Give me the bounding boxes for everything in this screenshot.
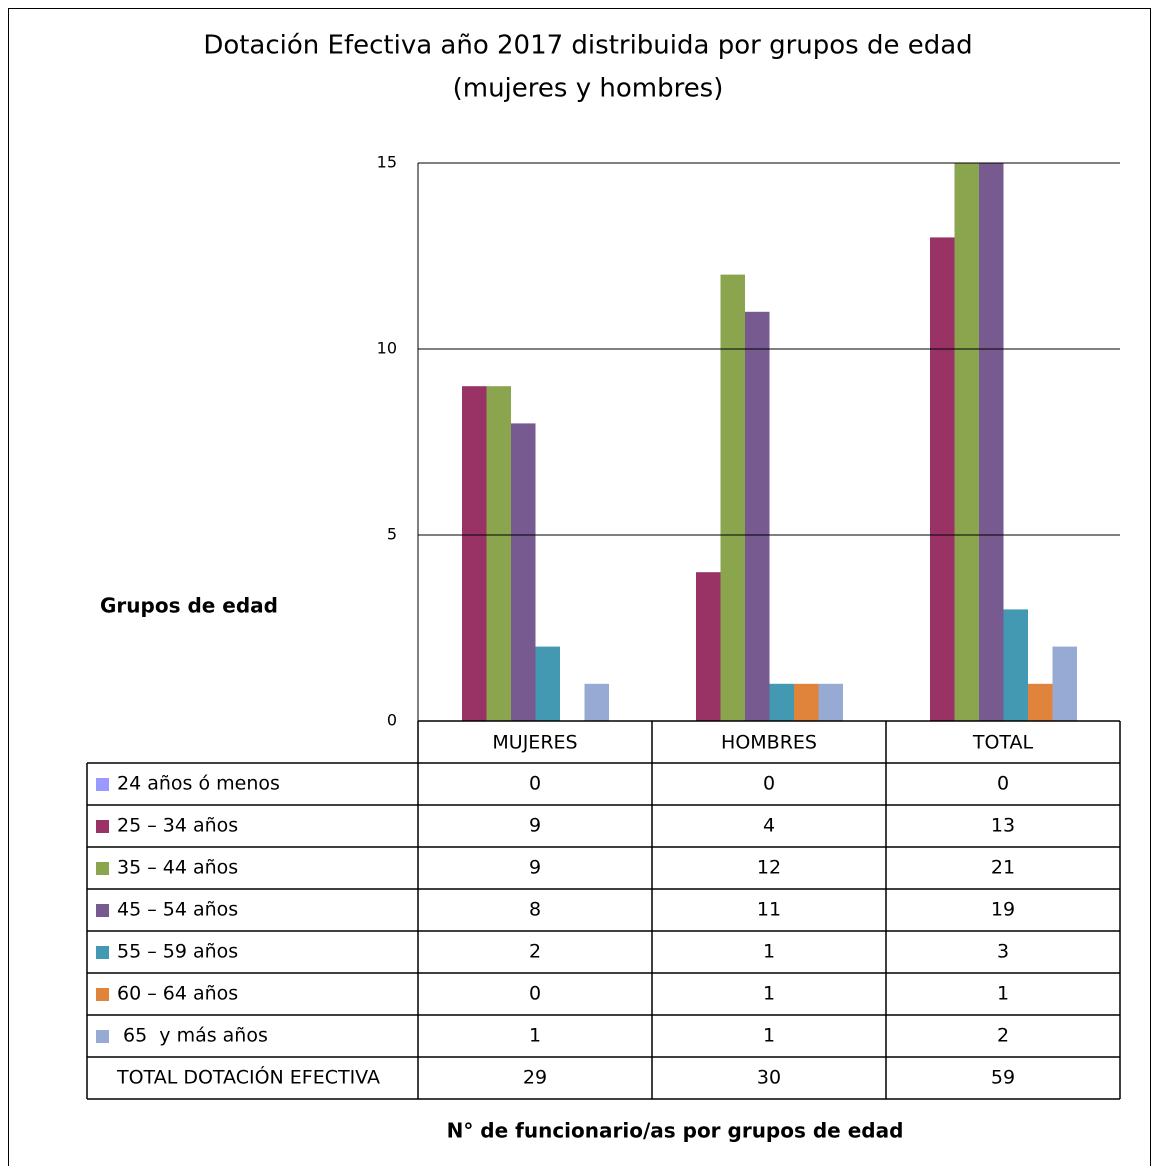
y-tick-label: 5 bbox=[387, 525, 397, 544]
table-cell: 1 bbox=[763, 983, 775, 1005]
legend-label: 25 – 34 años bbox=[117, 815, 238, 837]
legend-swatch bbox=[96, 1030, 109, 1043]
bar bbox=[462, 386, 487, 721]
table-cell: 21 bbox=[991, 857, 1015, 879]
bar bbox=[1028, 683, 1053, 721]
bar bbox=[720, 274, 745, 721]
frame bbox=[8, 8, 1151, 1166]
table-cell: 1 bbox=[529, 1025, 541, 1047]
x-tick-label: TOTAL bbox=[972, 732, 1034, 754]
bar bbox=[769, 683, 794, 721]
table-cell: 9 bbox=[529, 815, 541, 837]
legend-label: 45 – 54 años bbox=[117, 899, 238, 921]
legend-label: 60 – 64 años bbox=[117, 983, 238, 1005]
y-tick-label: 0 bbox=[387, 711, 397, 730]
bar bbox=[818, 683, 843, 721]
table-cell: 3 bbox=[997, 941, 1009, 963]
chart-title: (mujeres y hombres) bbox=[453, 74, 724, 104]
table-cell: 2 bbox=[997, 1025, 1009, 1047]
chart-title: Dotación Efectiva año 2017 distribuida p… bbox=[203, 31, 972, 61]
bar bbox=[930, 237, 955, 721]
table-cell: 0 bbox=[763, 773, 775, 795]
y-axis-label: Grupos de edad bbox=[100, 594, 278, 618]
bar bbox=[486, 386, 511, 721]
table-cell: 29 bbox=[523, 1067, 547, 1089]
legend-swatch bbox=[96, 904, 109, 917]
bar bbox=[794, 683, 819, 721]
table-cell: 9 bbox=[529, 857, 541, 879]
x-axis-label: N° de funcionario/as por grupos de edad bbox=[447, 1119, 904, 1143]
bar bbox=[745, 311, 770, 721]
table-cell: 1 bbox=[997, 983, 1009, 1005]
table-cell: 2 bbox=[529, 941, 541, 963]
legend-swatch bbox=[96, 778, 109, 791]
legend-label: 55 – 59 años bbox=[117, 941, 238, 963]
x-tick-label: MUJERES bbox=[492, 732, 577, 754]
bar bbox=[696, 572, 721, 721]
legend-swatch bbox=[96, 988, 109, 1001]
bar bbox=[584, 683, 609, 721]
table-cell: 12 bbox=[757, 857, 781, 879]
table-cell: 19 bbox=[991, 899, 1015, 921]
table-cell: 11 bbox=[757, 899, 781, 921]
y-tick-label: 10 bbox=[377, 339, 397, 358]
bar bbox=[1052, 646, 1077, 721]
table-cell: 30 bbox=[757, 1067, 781, 1089]
legend-label: 65 y más años bbox=[117, 1025, 268, 1047]
table-cell: 0 bbox=[529, 983, 541, 1005]
bar bbox=[979, 163, 1004, 721]
bar bbox=[511, 423, 536, 721]
legend-label: 35 – 44 años bbox=[117, 857, 238, 879]
y-tick-label: 15 bbox=[377, 153, 397, 172]
table-cell: 1 bbox=[763, 941, 775, 963]
legend-swatch bbox=[96, 820, 109, 833]
table-cell: 8 bbox=[529, 899, 541, 921]
legend-swatch bbox=[96, 946, 109, 959]
x-tick-label: HOMBRES bbox=[721, 732, 817, 754]
table-cell: 4 bbox=[763, 815, 775, 837]
table-cell: 13 bbox=[991, 815, 1015, 837]
bar bbox=[954, 163, 979, 721]
legend-label: 24 años ó menos bbox=[117, 773, 280, 795]
table-cell: 0 bbox=[529, 773, 541, 795]
bar bbox=[535, 646, 560, 721]
table-cell: 0 bbox=[997, 773, 1009, 795]
plot-area bbox=[462, 163, 1077, 721]
legend-swatch bbox=[96, 862, 109, 875]
total-label: TOTAL DOTACIÓN EFECTIVA bbox=[116, 1065, 380, 1089]
table-cell: 59 bbox=[991, 1067, 1015, 1089]
bar bbox=[1003, 609, 1028, 721]
table-cell: 1 bbox=[763, 1025, 775, 1047]
